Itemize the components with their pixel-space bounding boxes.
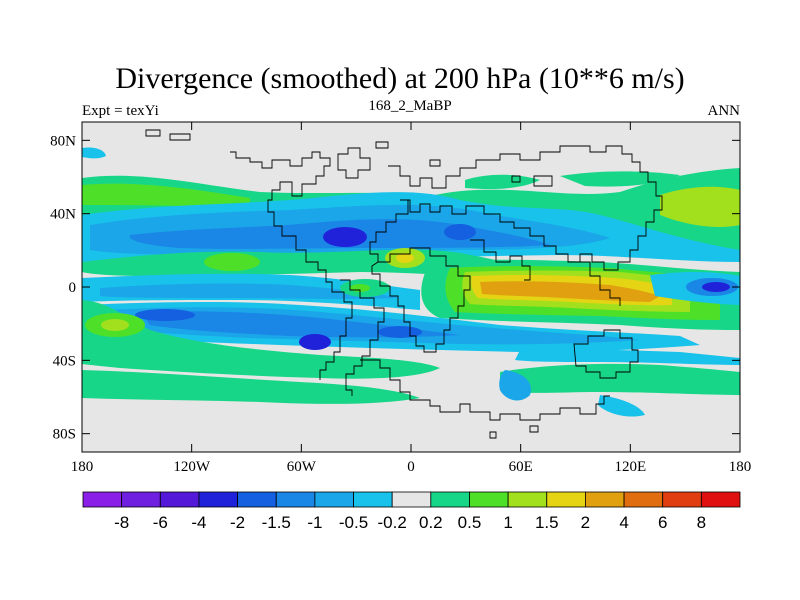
x-tick-label: 180 [71, 459, 94, 475]
colorbar-swatch [121, 491, 161, 508]
x-tick-label: 60E [509, 459, 533, 475]
colorbar-label: -8 [114, 513, 129, 532]
field-south-pacific-blue [515, 349, 740, 365]
colorbar-swatch [391, 491, 432, 508]
colorbar-swatch [314, 491, 354, 508]
coastline-europe-west [369, 199, 409, 262]
coastline-small-islands [145, 129, 553, 439]
colorbar-swatch [159, 491, 200, 508]
x-tick-label: 120W [173, 459, 211, 475]
season-label: ANN [707, 103, 741, 119]
field-south-blue-core-3 [378, 326, 422, 338]
colorbar-swatch [353, 491, 393, 508]
colorbar-label: -0.2 [378, 513, 407, 532]
field-arctic-blue-patch [82, 147, 106, 159]
field-north-dark-blue-core [323, 227, 367, 247]
field-high-lat-green [560, 171, 680, 187]
field-equatorial-mid-blue-west [100, 283, 400, 299]
x-tick-label: 0 [407, 459, 415, 475]
x-tick-label: 180 [729, 459, 752, 475]
colorbar-label: -1 [307, 513, 322, 532]
divergence-field [82, 122, 740, 452]
colorbar-label: -0.5 [339, 513, 368, 532]
field-arctic-green-patch [465, 174, 540, 190]
coastlines [145, 129, 663, 439]
colorbar-swatch [546, 491, 586, 508]
colorbar-swatch [82, 491, 123, 508]
colorbar-label: 2 [581, 513, 590, 532]
colorbar-label: 4 [619, 513, 628, 532]
field-pacific-dark-core [702, 282, 730, 292]
field-north-lightgreen-band [82, 183, 250, 210]
coastline-seasia [580, 261, 621, 306]
field-north-dark-blue-core-2 [444, 224, 476, 240]
x-tick-label: 120E [614, 459, 646, 475]
colorbar-swatch [585, 491, 625, 508]
field-north-yellow-patch [660, 186, 740, 227]
coastline-americas-south [340, 279, 385, 396]
field-south-blue-core-2 [135, 309, 195, 321]
colorbar-label: 0.2 [419, 513, 443, 532]
colorbar-swatch [469, 491, 509, 508]
colorbar-label: -6 [153, 513, 168, 532]
colorbar-label: 1.5 [535, 513, 559, 532]
colorbar: -8 -6 -4 -2 -1.5 -1 -0.5 -0.2 0.2 0.5 1 1.5 2 4 6 8 [82, 491, 741, 532]
field-green-patch-west [204, 253, 260, 271]
field-green-patch-atlantic-core [396, 253, 414, 263]
y-tick-label: 40N [50, 207, 76, 223]
colorbar-swatch [700, 491, 741, 508]
colorbar-swatch [662, 491, 702, 508]
x-tick-label: 60W [287, 459, 317, 475]
coastline-antarctica [360, 359, 610, 421]
colorbar-label: 6 [658, 513, 667, 532]
colorbar-swatch [237, 491, 277, 508]
y-tick-label: 40S [53, 353, 76, 369]
colorbar-label: -4 [191, 513, 206, 532]
colorbar-swatch [198, 491, 238, 508]
y-tick-label: 80N [50, 133, 76, 149]
field-tropical-positive-orange [480, 281, 660, 302]
colorbar-label: 8 [697, 513, 706, 532]
colorbar-label: 0.5 [458, 513, 482, 532]
coastline-africa [371, 247, 471, 353]
coastline-eurasia [388, 145, 663, 271]
coastline-arabia-india [470, 239, 531, 281]
coastline-greenland [337, 147, 371, 179]
colorbar-label: 1 [503, 513, 512, 532]
field-south-dark-core [299, 334, 331, 350]
colorbar-swatch [275, 491, 316, 508]
field-south-yellowgreen-patch-west [101, 319, 129, 331]
y-tick-label: 0 [69, 280, 77, 296]
colorbar-label: -2 [230, 513, 245, 532]
field-south-indian-green [500, 363, 740, 395]
field-south-indian-blue [598, 395, 645, 417]
x-axis-ticks: 180 120W 60W 0 60E 120E 180 [71, 122, 752, 475]
field-south-blue-lobe [499, 370, 531, 401]
experiment-label: Expt = texYi [82, 103, 159, 119]
colorbar-label: -1.5 [262, 513, 291, 532]
colorbar-swatch [507, 491, 548, 508]
y-axis-ticks: 80N 40N 0 40S 80S [50, 133, 740, 443]
y-tick-label: 80S [53, 427, 76, 443]
coastline-americas-north [230, 151, 353, 380]
colorbar-swatch [430, 491, 470, 508]
field-south-ocean-green-band [82, 370, 420, 404]
map-title: Divergence (smoothed) at 200 hPa (10**6 … [115, 62, 685, 95]
field-south-green-band [82, 300, 440, 379]
case-label: 168_2_MaBP [368, 98, 452, 114]
coastline-australia [573, 329, 639, 379]
colorbar-swatch [623, 491, 664, 508]
